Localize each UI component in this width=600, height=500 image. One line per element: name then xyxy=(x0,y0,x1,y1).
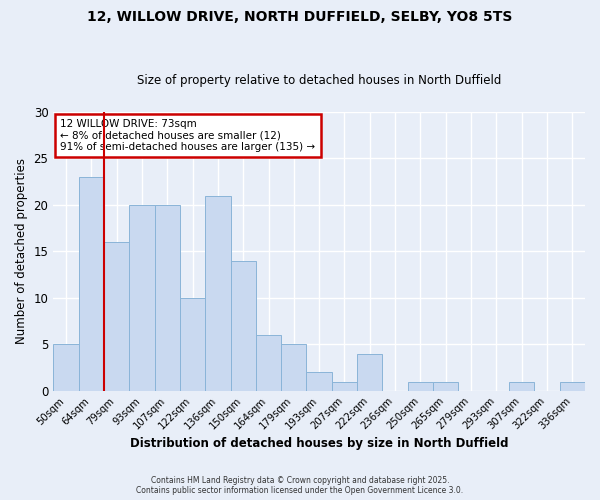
Text: 12, WILLOW DRIVE, NORTH DUFFIELD, SELBY, YO8 5TS: 12, WILLOW DRIVE, NORTH DUFFIELD, SELBY,… xyxy=(88,10,512,24)
Bar xyxy=(509,382,535,391)
Bar xyxy=(307,372,332,391)
Bar xyxy=(433,382,458,391)
Bar xyxy=(53,344,79,391)
Bar xyxy=(104,242,129,391)
Bar xyxy=(155,205,180,391)
Text: 12 WILLOW DRIVE: 73sqm
← 8% of detached houses are smaller (12)
91% of semi-deta: 12 WILLOW DRIVE: 73sqm ← 8% of detached … xyxy=(60,118,316,152)
Bar xyxy=(180,298,205,391)
Bar xyxy=(357,354,382,391)
Bar xyxy=(332,382,357,391)
Text: Contains HM Land Registry data © Crown copyright and database right 2025.
Contai: Contains HM Land Registry data © Crown c… xyxy=(136,476,464,495)
Bar xyxy=(230,260,256,391)
Bar xyxy=(560,382,585,391)
Bar xyxy=(281,344,307,391)
Bar xyxy=(205,196,230,391)
Y-axis label: Number of detached properties: Number of detached properties xyxy=(15,158,28,344)
Bar xyxy=(129,205,155,391)
X-axis label: Distribution of detached houses by size in North Duffield: Distribution of detached houses by size … xyxy=(130,437,508,450)
Bar xyxy=(256,335,281,391)
Title: Size of property relative to detached houses in North Duffield: Size of property relative to detached ho… xyxy=(137,74,502,87)
Bar xyxy=(79,177,104,391)
Bar xyxy=(408,382,433,391)
